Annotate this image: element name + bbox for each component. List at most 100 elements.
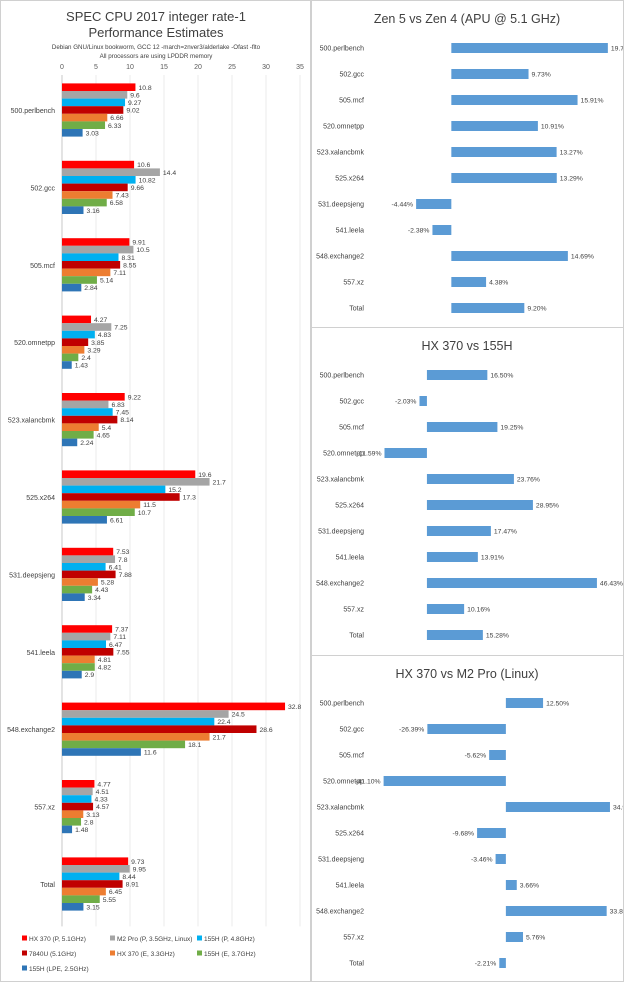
x-tick-label: 25 xyxy=(228,64,236,71)
data-label: 2.84 xyxy=(84,285,97,292)
bar xyxy=(62,98,126,107)
data-label: 10.7 xyxy=(138,510,151,517)
data-label: 6.83 xyxy=(111,402,124,409)
data-label: -4.44% xyxy=(392,202,414,209)
data-label: 6.33 xyxy=(108,123,121,130)
zen5-vs-zen4-chart: Zen 5 vs Zen 4 (APU @ 5.1 GHz) 500.perlbe… xyxy=(316,12,623,313)
data-label: 17.47% xyxy=(494,529,517,536)
data-label: 9.02 xyxy=(126,108,139,115)
data-label: 4.43 xyxy=(95,587,108,594)
bar xyxy=(62,547,114,556)
hx370-vs-155h-panel: HX 370 vs 155H 500.perlbench 16.50% 502.gcc… xyxy=(311,327,624,656)
bar xyxy=(62,353,79,362)
data-label: -11.59% xyxy=(357,451,382,458)
data-label: 7.55 xyxy=(116,649,129,656)
x-tick-label: 15 xyxy=(160,64,168,71)
bar xyxy=(62,500,141,509)
hx370-vs-155h-title: HX 370 vs 155H xyxy=(421,339,512,353)
legend-swatch xyxy=(110,950,115,956)
bar xyxy=(62,555,116,563)
bar xyxy=(426,422,498,432)
bar xyxy=(62,632,111,641)
data-label: 6.45 xyxy=(109,889,122,896)
category-label: 541.leela xyxy=(336,883,365,890)
bar xyxy=(427,724,506,734)
bar xyxy=(383,776,506,786)
bar xyxy=(62,183,128,192)
bar xyxy=(451,173,557,183)
data-label: -2.38% xyxy=(408,228,430,235)
category-label: 541.leela xyxy=(336,228,365,235)
bar xyxy=(62,818,82,826)
data-label: 13.29% xyxy=(560,176,583,183)
data-label: 46.43% xyxy=(600,581,623,588)
data-label: 7.43 xyxy=(116,193,129,200)
data-label: 7.53 xyxy=(116,549,129,556)
legend-label: HX 370 (E, 3.3GHz) xyxy=(117,951,175,958)
category-label: 520.omnetpp xyxy=(323,779,364,786)
bar xyxy=(62,895,100,903)
bar xyxy=(505,698,544,708)
bar xyxy=(426,630,483,640)
category-label: 505.mcf xyxy=(339,425,364,432)
bar xyxy=(62,346,85,354)
category-label: 525.x264 xyxy=(335,176,364,183)
bar xyxy=(62,268,111,277)
bar xyxy=(62,315,92,324)
bar xyxy=(62,810,84,818)
bar xyxy=(62,903,84,911)
category-label: 505.mcf xyxy=(30,263,55,270)
data-label: 7.8 xyxy=(118,557,128,564)
bar xyxy=(62,570,116,579)
category-label: 548.exchange2 xyxy=(316,581,364,588)
bar xyxy=(62,640,106,648)
data-label: 10.16% xyxy=(467,607,490,614)
category-label: 557.xz xyxy=(343,607,364,614)
bar xyxy=(62,585,93,594)
bar xyxy=(426,604,465,614)
category-label: 500.perlbench xyxy=(320,373,364,380)
bar xyxy=(505,906,607,916)
bar xyxy=(451,277,487,287)
data-label: -5.62% xyxy=(465,753,487,760)
data-label: 9.66 xyxy=(131,185,144,192)
bar xyxy=(426,552,478,562)
category-label: 502.gcc xyxy=(339,727,364,734)
category-label: 525.x264 xyxy=(335,831,364,838)
bar xyxy=(505,802,610,812)
hx370-vs-m2pro-title: HX 370 vs M2 Pro (Linux) xyxy=(395,667,538,681)
data-label: 6.47 xyxy=(109,642,122,649)
data-label: -41.10% xyxy=(355,779,380,786)
bar xyxy=(62,748,141,756)
data-label: 23.76% xyxy=(517,477,540,484)
category-label: 523.xalancbmk xyxy=(317,805,365,812)
bar xyxy=(62,485,166,494)
zen5-vs-zen4-panel: Zen 5 vs Zen 4 (APU @ 5.1 GHz) 500.perlbe… xyxy=(311,0,624,328)
data-label: -2.21% xyxy=(475,961,497,968)
legend-swatch xyxy=(22,965,27,971)
data-label: 4.38% xyxy=(489,280,508,287)
category-label: 520.omnetpp xyxy=(323,124,364,131)
data-label: 22.4 xyxy=(217,719,230,726)
data-label: 2.24 xyxy=(80,440,93,447)
data-label: 2.8 xyxy=(84,819,94,826)
x-tick-label: 0 xyxy=(60,64,64,71)
bar xyxy=(62,733,210,741)
chart-note: Debian GNU/Linux bookworm, GCC 12 -march… xyxy=(52,44,261,51)
category-label: 548.exchange2 xyxy=(316,909,364,916)
bar xyxy=(62,648,114,656)
category-label: 505.mcf xyxy=(339,753,364,760)
bar xyxy=(416,199,452,209)
bar xyxy=(505,880,517,890)
data-label: 7.45 xyxy=(116,410,129,417)
data-label: 4.65 xyxy=(97,432,110,439)
chart-title: SPEC CPU 2017 integer rate-1 xyxy=(66,9,246,24)
data-label: 6.66 xyxy=(110,115,123,122)
data-label: 34.99% xyxy=(613,805,623,812)
data-label: 3.34 xyxy=(88,595,101,602)
bar xyxy=(495,854,506,864)
category-label: 520.omnetpp xyxy=(14,340,55,347)
category-label: 541.leela xyxy=(27,650,56,657)
data-label: 8.14 xyxy=(120,417,133,424)
data-label: 4.33 xyxy=(94,797,107,804)
